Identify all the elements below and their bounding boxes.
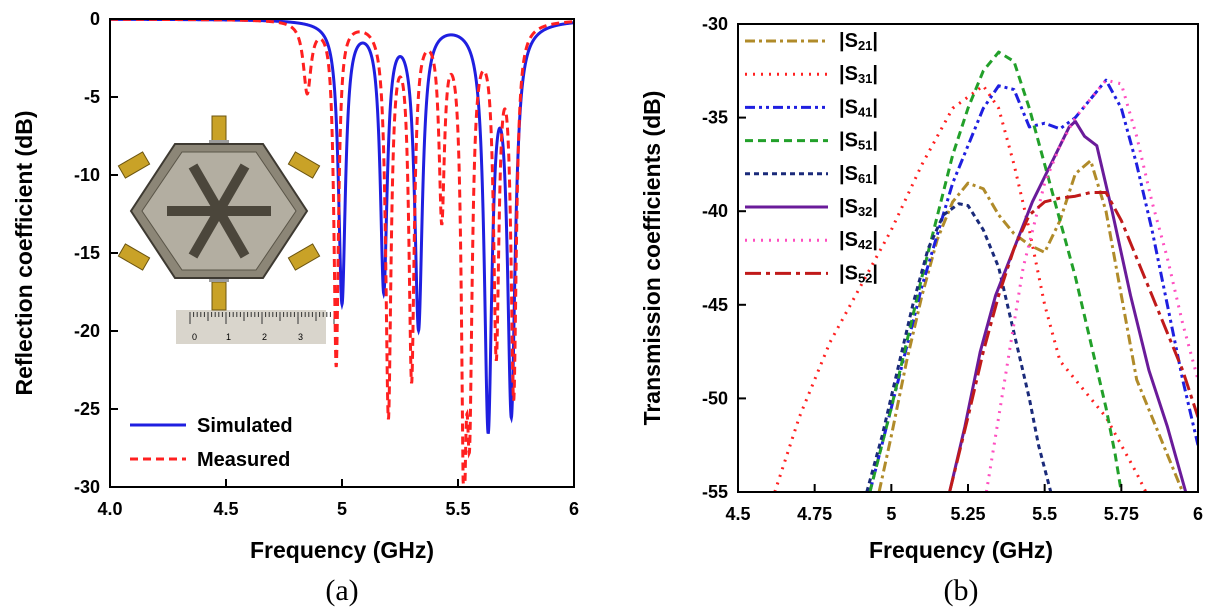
ruler-label-3: 3: [298, 332, 303, 342]
legend-simulated-label: Simulated: [197, 415, 293, 437]
legend-label-S21: |S21|: [839, 30, 878, 53]
transmission-series-S61: [865, 202, 1053, 492]
panel-b-transmission-chart: 4.5 4.75 5 5.25 5.5 5.75 6 -30-35-40-45-50-55 …: [639, 14, 1203, 607]
panel-b-x-ticks: 4.5 4.75 5 5.25 5.5 5.75 6: [725, 484, 1203, 524]
reflection-series-1: [110, 19, 574, 486]
ruler-label-2: 2: [262, 332, 267, 342]
ruler-ticks: [189, 312, 335, 324]
panel-a-x-ticks: 4.0 4.5 5 5.5 6: [97, 479, 579, 519]
b-x-tick-label: 5.75: [1104, 504, 1139, 524]
b-x-tick-label: 6: [1193, 504, 1203, 524]
a-x-tick-label: 5.5: [445, 499, 470, 519]
transmission-series-S21: [877, 159, 1185, 492]
antenna-star-slot: [167, 163, 271, 259]
panel-a-y-ticks: 0 -5 -10 -15 -20 -25 -30: [74, 9, 118, 497]
legend-label-S61: |S61|: [839, 163, 878, 186]
legend-label-S32: |S32|: [839, 196, 878, 219]
b-y-tick-label: -50: [702, 388, 728, 408]
transmission-series-S31: [773, 84, 1148, 492]
a-x-tick-label: 4.0: [97, 499, 122, 519]
panel-a-x-axis-label: Frequency (GHz): [250, 537, 434, 563]
antenna-connector-bottom: [209, 276, 229, 311]
a-x-tick-label: 4.5: [213, 499, 238, 519]
panel-b-y-ticks: -30 -35 -40 -45 -50 -55: [702, 14, 746, 502]
transmission-series-S32: [948, 119, 1188, 492]
antenna-connector-right-bottom: [287, 243, 321, 271]
transmission-series-S51: [868, 50, 1123, 492]
legend-label-S52: |S52|: [839, 262, 878, 285]
legend-label-S51: |S51|: [839, 130, 878, 153]
b-y-tick-label: -55: [702, 482, 728, 502]
a-x-tick-label: 5: [337, 499, 347, 519]
antenna-connector-right-top: [287, 151, 321, 179]
panel-b-legend: |S21| |S31| |S41| |S51| |S61| |S32| |S42| |S52|: [745, 30, 878, 285]
legend-measured-label: Measured: [197, 449, 290, 471]
antenna-connector-left-top: [117, 151, 151, 179]
a-y-tick-label: 0: [90, 9, 100, 29]
transmission-curves: [773, 50, 1198, 492]
ruler-label-1: 1: [226, 332, 231, 342]
a-y-tick-label: -5: [84, 87, 100, 107]
b-x-tick-label: 4.5: [725, 504, 750, 524]
panel-a-reflection-chart: 0 1 2 3: [11, 9, 579, 607]
panel-a-legend: Simulated Measured: [130, 415, 293, 471]
legend-label-S41: |S41|: [839, 96, 878, 119]
b-y-tick-label: -35: [702, 108, 728, 128]
legend-label-S42: |S42|: [839, 229, 878, 252]
b-x-tick-label: 5.5: [1032, 504, 1057, 524]
b-x-tick-label: 5.25: [950, 504, 985, 524]
a-y-tick-label: -25: [74, 399, 100, 419]
panel-b-y-axis-label: Transmission coefficients (dB): [639, 91, 665, 426]
a-x-tick-label: 6: [569, 499, 579, 519]
b-y-tick-label: -30: [702, 14, 728, 34]
a-y-tick-label: -10: [74, 165, 100, 185]
a-y-tick-label: -15: [74, 243, 100, 263]
antenna-connector-top: [209, 115, 229, 146]
b-x-tick-label: 5: [886, 504, 896, 524]
transmission-series-S52: [948, 190, 1198, 492]
antenna-connector-left-bottom: [117, 243, 151, 271]
antenna-photo-inset: 0 1 2 3: [117, 115, 335, 344]
legend-label-S31: |S31|: [839, 63, 878, 86]
panel-a-y-axis-label: Reflection coefficient (dB): [11, 111, 37, 396]
panel-b-label: (b): [944, 574, 979, 607]
b-y-tick-label: -40: [702, 201, 728, 221]
b-y-tick-label: -45: [702, 295, 728, 315]
a-y-tick-label: -30: [74, 477, 100, 497]
ruler-label-0: 0: [192, 332, 197, 342]
b-x-tick-label: 4.75: [797, 504, 832, 524]
a-y-tick-label: -20: [74, 321, 100, 341]
panel-b-x-axis-label: Frequency (GHz): [869, 537, 1053, 563]
panel-a-label: (a): [325, 574, 358, 607]
